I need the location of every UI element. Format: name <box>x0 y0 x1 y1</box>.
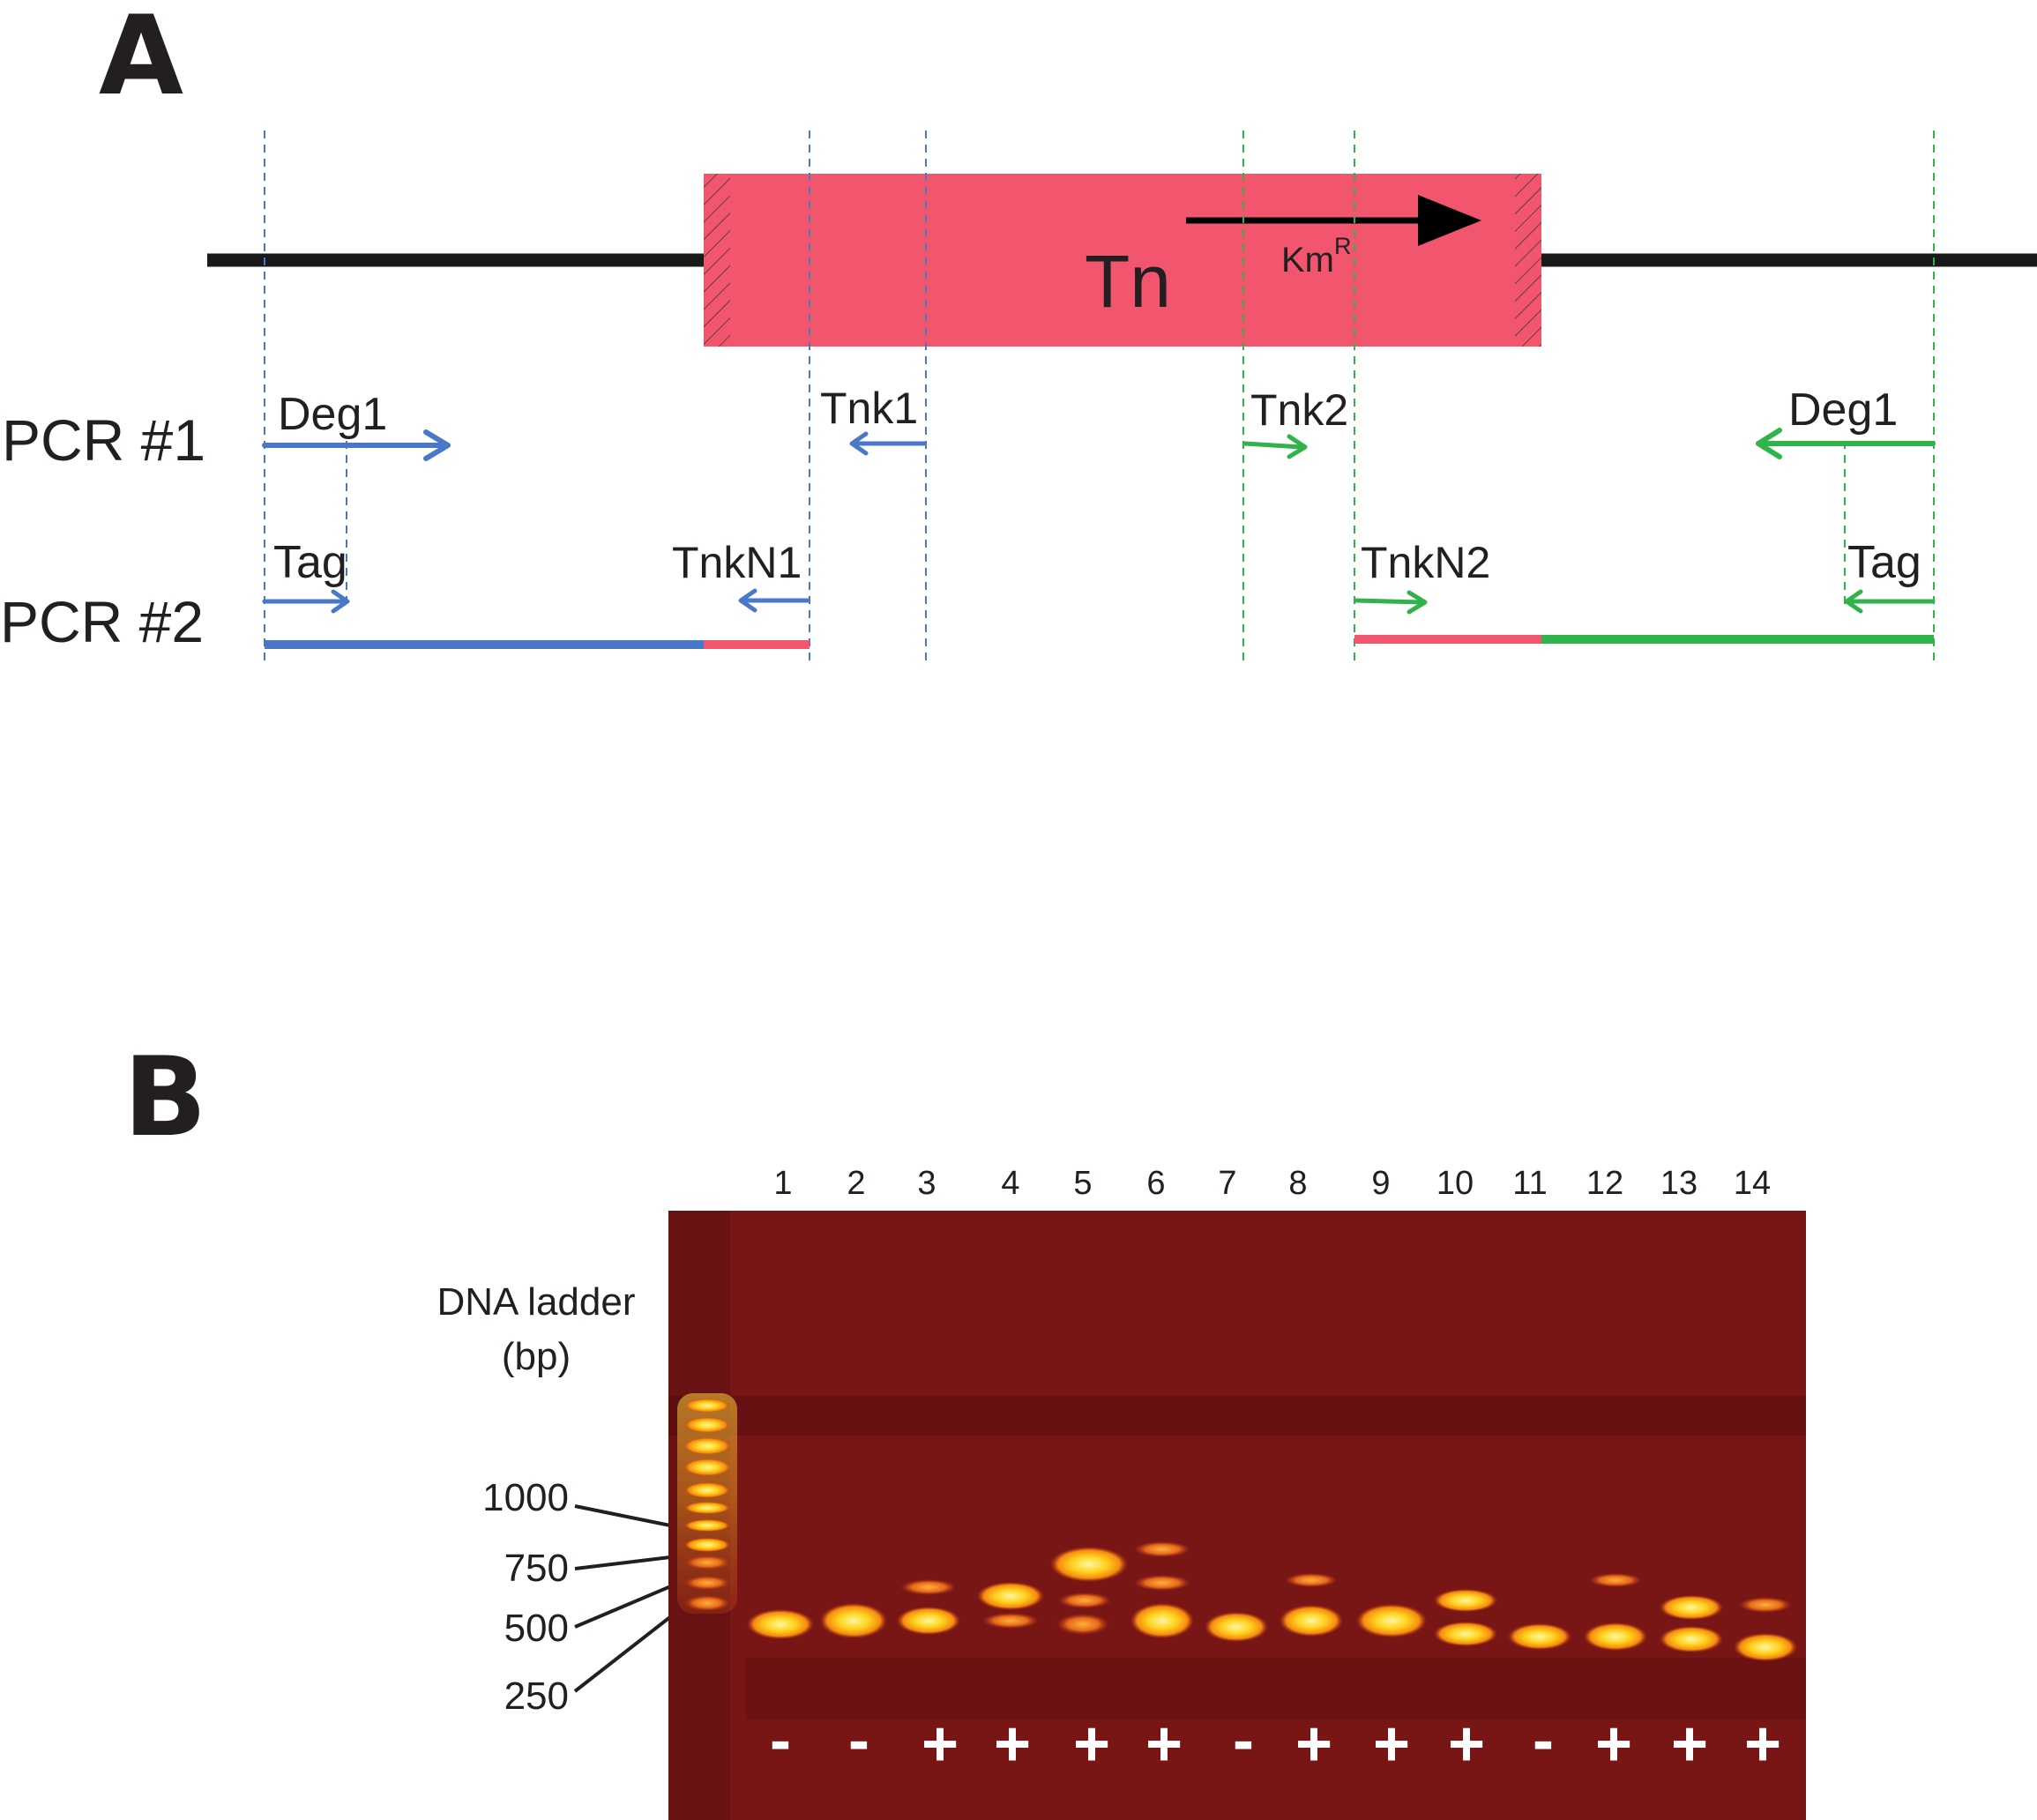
tnkn1-arrow-icon <box>738 588 810 613</box>
band <box>900 1579 957 1595</box>
band <box>1434 1622 1497 1646</box>
panel-b-label: B <box>123 1034 207 1161</box>
panel-a-label: A <box>99 0 183 120</box>
band <box>820 1603 887 1638</box>
deg1-left-arrow-icon <box>262 429 451 461</box>
lane-number: 1 <box>773 1165 792 1202</box>
lane-result: + <box>1073 1709 1110 1779</box>
band <box>1056 1614 1109 1635</box>
band <box>897 1607 960 1635</box>
primer-deg1-left-label: Deg1 <box>278 389 387 440</box>
pcr2-label: PCR #2 <box>0 589 204 654</box>
lane-results: - - + + + + - + + + - + + + <box>770 1705 1781 1779</box>
lane-numbers: 1 2 3 4 5 6 7 8 9 10 11 12 13 14 <box>773 1165 1771 1202</box>
lane-result: + <box>1373 1709 1410 1779</box>
lane-result: - <box>1533 1705 1554 1776</box>
lane-number: 10 <box>1436 1165 1474 1202</box>
lane-result: + <box>1145 1709 1183 1779</box>
transposon-label: Tn <box>1085 240 1171 323</box>
right-inverted-repeat <box>1515 174 1541 347</box>
kmr-arrow-head-icon <box>1418 195 1481 246</box>
lane-result: - <box>848 1705 869 1776</box>
band <box>1739 1597 1792 1613</box>
band <box>1734 1633 1797 1661</box>
lane-number: 2 <box>847 1165 865 1202</box>
lane-result: + <box>1671 1709 1708 1779</box>
primer-tnk2-label: Tnk2 <box>1250 385 1348 435</box>
lane-result: - <box>1233 1705 1254 1776</box>
deg1-right-arrow-icon <box>1756 428 1936 459</box>
band <box>1130 1603 1194 1638</box>
band <box>1280 1605 1343 1637</box>
band <box>1589 1573 1642 1587</box>
primer-tag-right-label: Tag <box>1847 537 1921 588</box>
band <box>1205 1612 1268 1642</box>
ladder-size-1000: 1000 <box>482 1476 569 1519</box>
band <box>1660 1595 1723 1620</box>
primer-tnk1-label: Tnk1 <box>820 384 918 433</box>
band <box>1508 1623 1571 1650</box>
ladder-leader-lines <box>573 1504 681 1693</box>
lane-number: 14 <box>1734 1165 1771 1202</box>
lane-number: 4 <box>1001 1165 1019 1202</box>
band <box>1584 1622 1647 1651</box>
lane-number: 8 <box>1288 1165 1307 1202</box>
band <box>1134 1541 1190 1557</box>
panel-a: A Tn KmR PCR #1 PCR #2 Deg1 <box>0 0 2037 666</box>
ladder-bands <box>683 1399 731 1611</box>
lane-number: 5 <box>1073 1165 1092 1202</box>
lane-number: 3 <box>917 1165 936 1202</box>
lane-number: 12 <box>1586 1165 1623 1202</box>
ladder-size-500: 500 <box>504 1607 569 1650</box>
band <box>1660 1626 1723 1652</box>
band <box>982 1613 1039 1629</box>
guide-lines <box>264 131 1935 666</box>
lane-number: 7 <box>1218 1165 1236 1202</box>
primer-deg1-right-label: Deg1 <box>1788 384 1898 436</box>
lane-result: + <box>1295 1709 1332 1779</box>
band <box>977 1582 1044 1610</box>
pcr1-primers: Deg1 Tnk1 Tnk2 Deg1 <box>262 384 1936 461</box>
left-inverted-repeat <box>704 174 730 347</box>
band <box>1134 1575 1190 1591</box>
lane-result: + <box>994 1709 1031 1779</box>
ladder-size-labels: 1000 750 500 250 <box>482 1476 569 1718</box>
lane-result: + <box>1595 1709 1632 1779</box>
band <box>1285 1573 1338 1587</box>
band <box>1050 1547 1128 1582</box>
lane-number: 11 <box>1512 1165 1547 1202</box>
band <box>747 1609 814 1639</box>
band <box>1058 1592 1111 1608</box>
lane-number: 9 <box>1371 1165 1390 1202</box>
tnk2-arrow-icon <box>1242 434 1308 459</box>
pcr2-primers: Tag TnkN1 TnkN2 Tag <box>262 537 1936 615</box>
band <box>1434 1589 1497 1612</box>
primer-tnkn1-label: TnkN1 <box>672 538 802 587</box>
pcr1-label: PCR #1 <box>2 407 205 473</box>
transposon-box <box>704 174 1541 347</box>
lane-number: 6 <box>1146 1165 1165 1202</box>
panel-b: B 1 2 3 4 5 6 7 8 9 10 11 12 13 14 DNA l… <box>123 1034 1806 1820</box>
kmr-label: KmR <box>1281 233 1352 280</box>
band <box>1356 1604 1427 1637</box>
ladder-size-250: 250 <box>504 1675 569 1718</box>
ladder-size-750: 750 <box>504 1547 569 1590</box>
lane-number: 13 <box>1660 1165 1698 1202</box>
tag-right-arrow-icon <box>1844 589 1936 614</box>
lane-result: + <box>1448 1709 1485 1779</box>
sample-bands <box>747 1541 1797 1661</box>
ladder-title: DNA ladder <box>436 1280 635 1324</box>
primer-tnkn2-label: TnkN2 <box>1361 538 1490 587</box>
primer-tag-left-label: Tag <box>273 537 347 588</box>
lane-result: + <box>922 1709 959 1779</box>
gel-image: - - + + + + - + + + - + + + <box>668 1211 1806 1820</box>
tag-left-arrow-icon <box>262 589 350 614</box>
tnkn2-arrow-icon <box>1354 590 1428 615</box>
lane-result: - <box>770 1705 791 1776</box>
ladder-unit: (bp) <box>502 1335 571 1378</box>
tnk1-arrow-icon <box>849 431 927 456</box>
lane-result: + <box>1744 1709 1781 1779</box>
